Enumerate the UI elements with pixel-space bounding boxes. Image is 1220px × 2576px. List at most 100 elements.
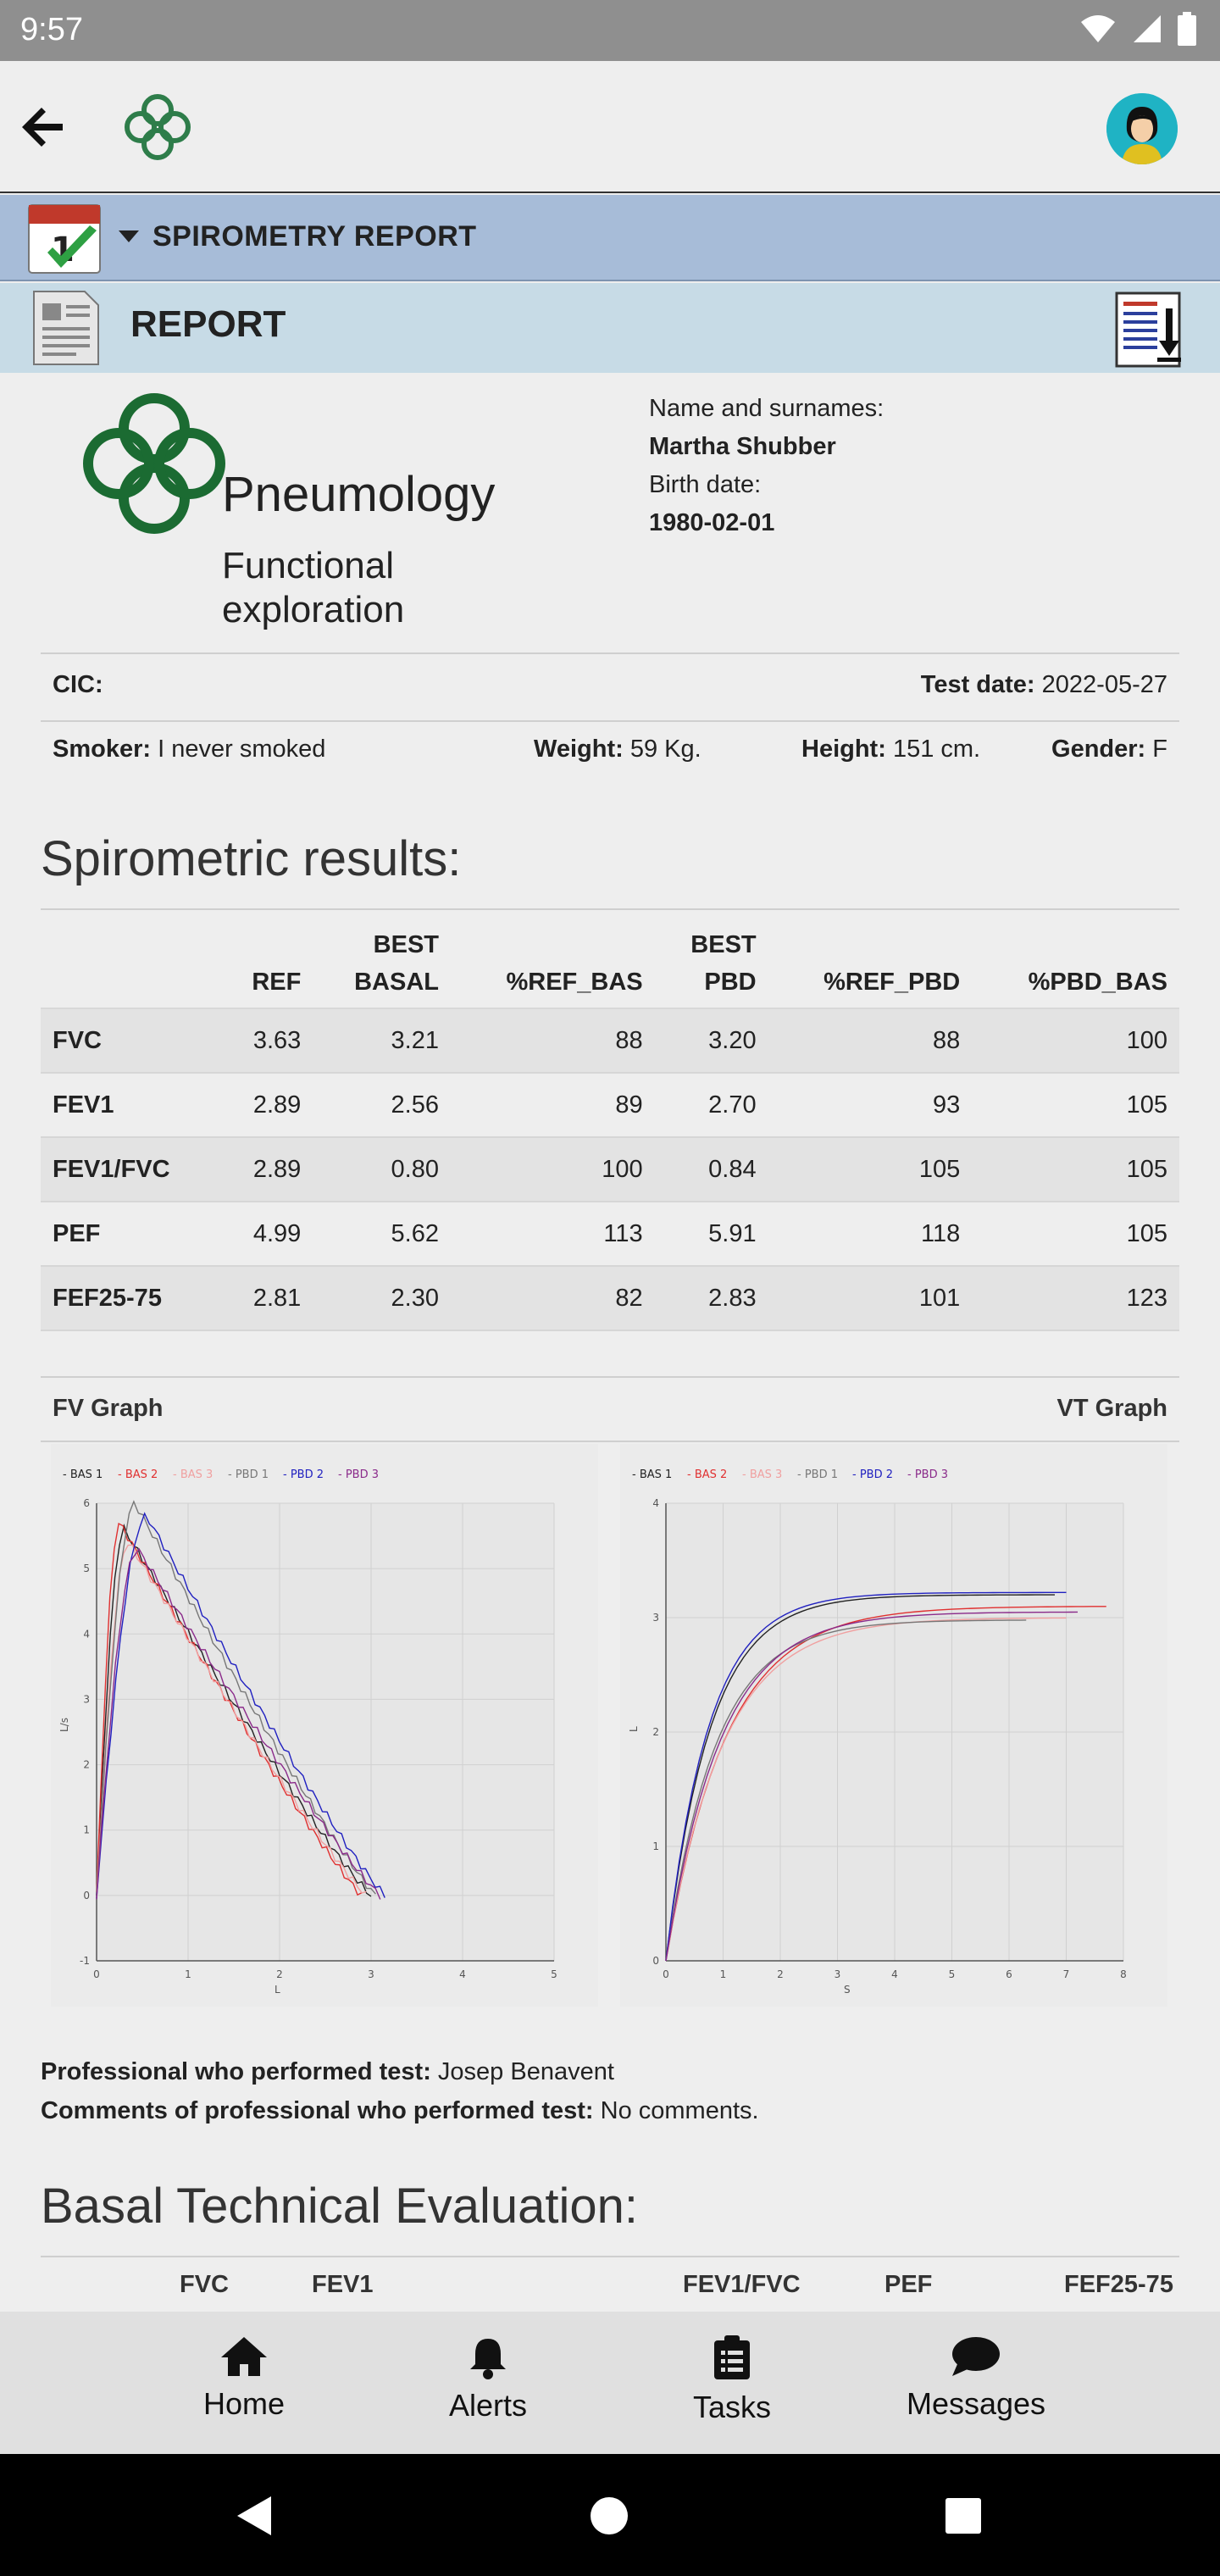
x-tick-label: 1 (185, 1968, 191, 1980)
nav-home[interactable]: Home (159, 2335, 329, 2422)
birth-date: 1980-02-01 (649, 509, 775, 536)
x-tick-label: 8 (1120, 1968, 1127, 1980)
back-arrow-icon[interactable] (17, 100, 71, 154)
evaluation-heading: Basal Technical Evaluation: (41, 2179, 639, 2234)
x-tick-label: 4 (891, 1968, 898, 1980)
height-label: Height: (801, 736, 886, 763)
system-home-icon[interactable] (590, 2496, 629, 2535)
table-cell: 100 (972, 1008, 1179, 1074)
nav-tasks-label: Tasks (692, 2390, 772, 2424)
vt-graph-label: VT Graph (1056, 1395, 1167, 1422)
table-cell: 118 (768, 1202, 973, 1267)
table-cell: 123 (972, 1266, 1179, 1331)
home-icon (221, 2337, 267, 2376)
weight-label: Weight: (534, 736, 624, 763)
x-tick-label: 3 (835, 1968, 841, 1980)
org-subtitle: Functional exploration (222, 545, 405, 630)
divider (41, 652, 1179, 654)
legend-item: - BAS 1 (63, 1468, 103, 1481)
eval-col-fev1-fvc: FEV1/FVC (683, 2271, 801, 2298)
org-name: Pneumology (222, 467, 496, 522)
table-cell: 2.30 (313, 1266, 451, 1331)
fv-series-line (96, 1544, 367, 1894)
table-cell: 5.91 (654, 1202, 768, 1267)
x-tick-label: 2 (276, 1968, 283, 1980)
eval-col-fev1: FEV1 (312, 2271, 374, 2298)
avatar[interactable] (1106, 93, 1178, 164)
patient-info: Name and surnames: Martha Shubber Birth … (649, 390, 884, 542)
download-report-icon[interactable] (1112, 291, 1188, 368)
results-col-header: REF (219, 908, 313, 1009)
plot-area (97, 1503, 554, 1961)
row-label: PEF (41, 1202, 220, 1267)
gender-value: F (1152, 736, 1167, 763)
weight-value: 59 Kg. (629, 736, 702, 763)
nav-messages[interactable]: Messages (891, 2335, 1061, 2422)
results-col-header: %PBD_BAS (972, 908, 1179, 1009)
x-tick-label: 3 (368, 1968, 374, 1980)
y-tick-label: -1 (80, 1955, 90, 1967)
legend-item: - PBD 1 (228, 1468, 269, 1481)
legend-item: - PBD 3 (907, 1468, 948, 1481)
vt-series-line (665, 1619, 1027, 1962)
table-cell: 105 (972, 1073, 1179, 1138)
x-tick-label: 2 (777, 1968, 784, 1980)
pneumology-logo-icon (83, 393, 225, 534)
nav-tasks[interactable]: Tasks (647, 2335, 817, 2425)
results-col-header: BEST PBD (654, 908, 768, 1009)
row-label: FEV1/FVC (41, 1137, 220, 1202)
vt-series-line (665, 1591, 1067, 1962)
fv-graph-label: FV Graph (53, 1395, 164, 1422)
table-cell: 5.62 (313, 1202, 451, 1267)
spirometry-report-bar[interactable]: 1 SPIROMETRY REPORT (0, 195, 1220, 281)
table-cell: 0.84 (654, 1137, 768, 1202)
document-icon (33, 291, 99, 365)
height-value: 151 cm. (892, 736, 981, 763)
user-avatar-icon (1106, 93, 1178, 164)
results-col-header: %REF_BAS (451, 908, 655, 1009)
legend-item: - BAS 1 (632, 1468, 672, 1481)
nav-home-label: Home (202, 2386, 286, 2421)
y-tick-label: 3 (83, 1693, 90, 1705)
wifi-icon (1081, 15, 1115, 42)
chevron-down-icon[interactable] (119, 230, 139, 242)
y-tick-label: 0 (83, 1890, 90, 1901)
table-cell: 105 (972, 1137, 1179, 1202)
signal-icon (1134, 15, 1161, 42)
table-cell: 100 (451, 1137, 655, 1202)
legend-item: - BAS 2 (118, 1468, 158, 1481)
table-cell: 101 (768, 1266, 973, 1331)
app-logo-icon (125, 94, 191, 160)
table-row: FEV1 2.89 2.56 89 2.70 93 105 (41, 1073, 1179, 1138)
report-header: REPORT (0, 283, 1220, 373)
professional-info: Professional who performed test: Josep B… (41, 2052, 759, 2130)
bottom-nav: Home Alerts Tasks Messages (0, 2312, 1220, 2454)
table-row: PEF 4.99 5.62 113 5.91 118 105 (41, 1202, 1179, 1267)
results-table: REF BEST BASAL %REF_BAS BEST PBD %REF_PBD %PB… (41, 908, 1179, 1331)
comments: No comments. (600, 2097, 759, 2124)
system-recents-icon[interactable] (946, 2498, 981, 2534)
vt-series-line (665, 1611, 1079, 1962)
x-tick-label: 0 (93, 1968, 100, 1980)
table-cell: 2.70 (654, 1073, 768, 1138)
smoker-label: Smoker: (53, 736, 152, 763)
y-tick-label: 4 (83, 1628, 90, 1640)
nav-alerts[interactable]: Alerts (403, 2335, 573, 2423)
legend-item: - PBD 2 (852, 1468, 893, 1481)
birth-label: Birth date: (649, 471, 762, 498)
table-cell: 2.81 (219, 1266, 313, 1331)
divider (41, 2256, 1179, 2257)
row-label: FEV1 (41, 1073, 220, 1138)
table-cell: 2.56 (313, 1073, 451, 1138)
table-cell: 89 (451, 1073, 655, 1138)
vt-series-line (665, 1606, 1106, 1962)
status-icons (1079, 12, 1196, 46)
name-label: Name and surnames: (649, 395, 884, 422)
legend-item: - BAS 3 (742, 1468, 782, 1481)
bell-icon (470, 2339, 506, 2379)
results-col-header (41, 908, 220, 1009)
y-tick-label: 2 (652, 1726, 659, 1738)
system-back-icon[interactable] (236, 2496, 273, 2535)
results-body: FVC 3.63 3.21 88 3.20 88 100 FEV1 2.89 2.56 89 2.70… (41, 1008, 1179, 1331)
gender-label: Gender: (1051, 736, 1146, 763)
